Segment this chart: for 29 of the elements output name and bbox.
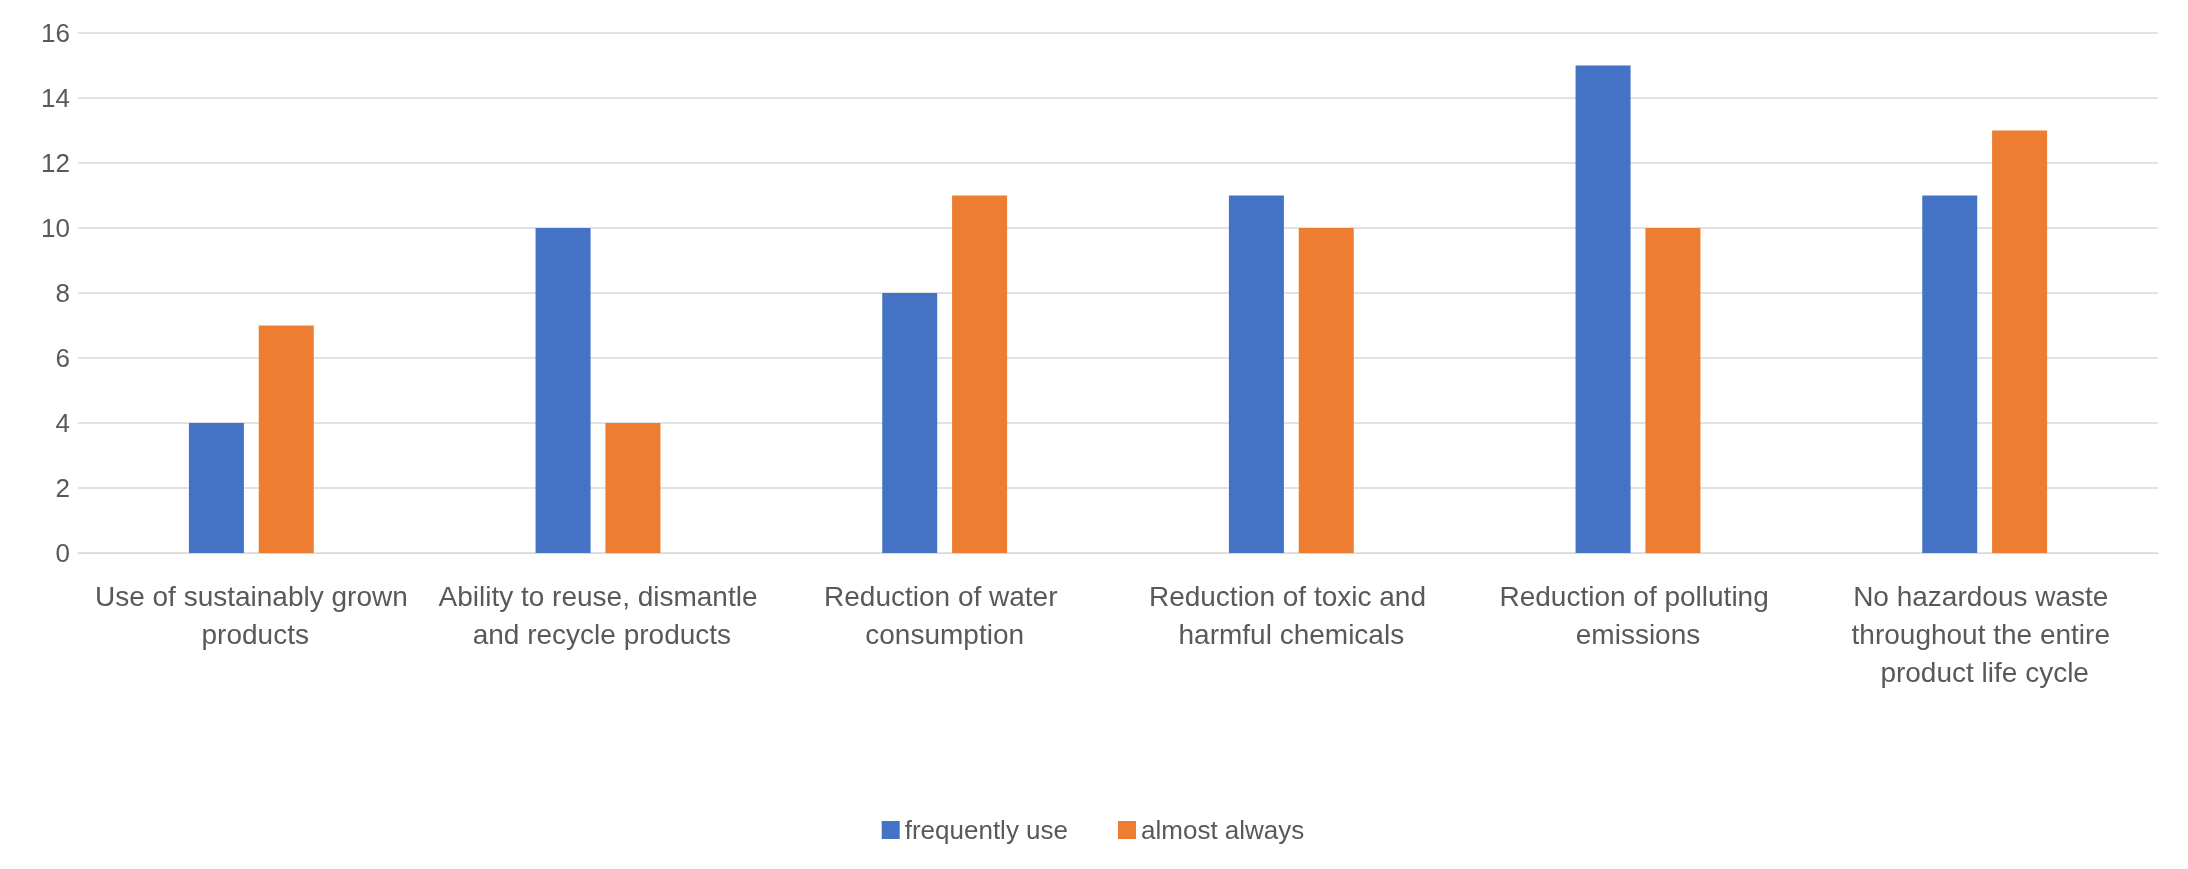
y-tick-label: 0 xyxy=(55,538,70,568)
bar xyxy=(1992,130,2048,553)
x-tick-label: Use of sustainably grown products xyxy=(94,580,408,650)
y-tick-label: 12 xyxy=(41,148,70,178)
bar xyxy=(605,423,661,553)
bar xyxy=(258,325,314,553)
y-tick-label: 14 xyxy=(41,83,70,113)
x-tick-label: Reduction of polluting emissions xyxy=(1499,580,1777,650)
bar xyxy=(1228,195,1284,553)
x-tick-label: Reduction of water consumption xyxy=(824,580,1066,650)
bar xyxy=(535,228,591,553)
bar xyxy=(1298,228,1354,553)
y-tick-label: 6 xyxy=(55,343,70,373)
bar xyxy=(1575,65,1631,553)
y-tick-label: 2 xyxy=(55,473,70,503)
bar xyxy=(952,195,1008,553)
bar xyxy=(1645,228,1701,553)
y-tick-label: 4 xyxy=(55,408,70,438)
bar xyxy=(882,293,938,553)
x-tick-label: Reduction of toxic and harmful chemicals xyxy=(1148,580,1434,650)
bar xyxy=(188,423,244,553)
x-tick-label: Ability to reuse, dismantle and recycle products xyxy=(438,580,758,650)
x-tick-label: No hazardous waste throughout the entire product life cycle xyxy=(1851,580,2118,688)
bar xyxy=(1922,195,1978,553)
y-tick-label: 8 xyxy=(55,278,70,308)
y-tick-label: 10 xyxy=(41,213,70,243)
y-tick-label: 16 xyxy=(41,18,70,48)
legend-label: almost always xyxy=(1141,815,1305,845)
legend-label: frequently use xyxy=(904,815,1069,845)
